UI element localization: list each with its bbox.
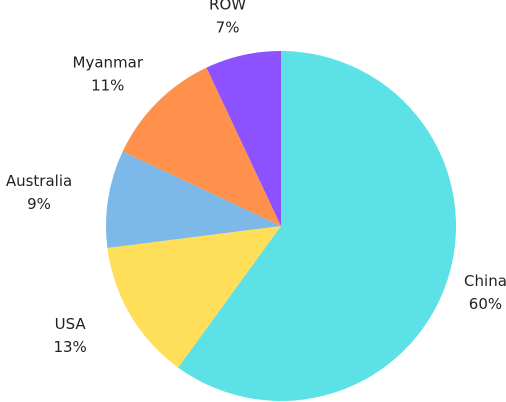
slice-label: Myanmar bbox=[73, 53, 144, 71]
slice-label: USA bbox=[55, 315, 87, 333]
slice-value-label: 13% bbox=[53, 338, 86, 356]
pie-slice bbox=[106, 151, 282, 248]
slice-value-label: 11% bbox=[91, 76, 124, 94]
slice-label: ROW bbox=[209, 0, 246, 14]
slice-label: Australia bbox=[6, 172, 72, 190]
slice-value-label: 9% bbox=[27, 195, 51, 213]
slice-label: China bbox=[464, 272, 506, 290]
pie-slice bbox=[122, 67, 281, 226]
slice-value-label: 7% bbox=[216, 19, 240, 37]
pie-slice bbox=[178, 51, 456, 401]
pie-slice bbox=[206, 51, 281, 226]
pie-slice bbox=[107, 226, 281, 368]
slice-value-label: 60% bbox=[469, 295, 502, 313]
